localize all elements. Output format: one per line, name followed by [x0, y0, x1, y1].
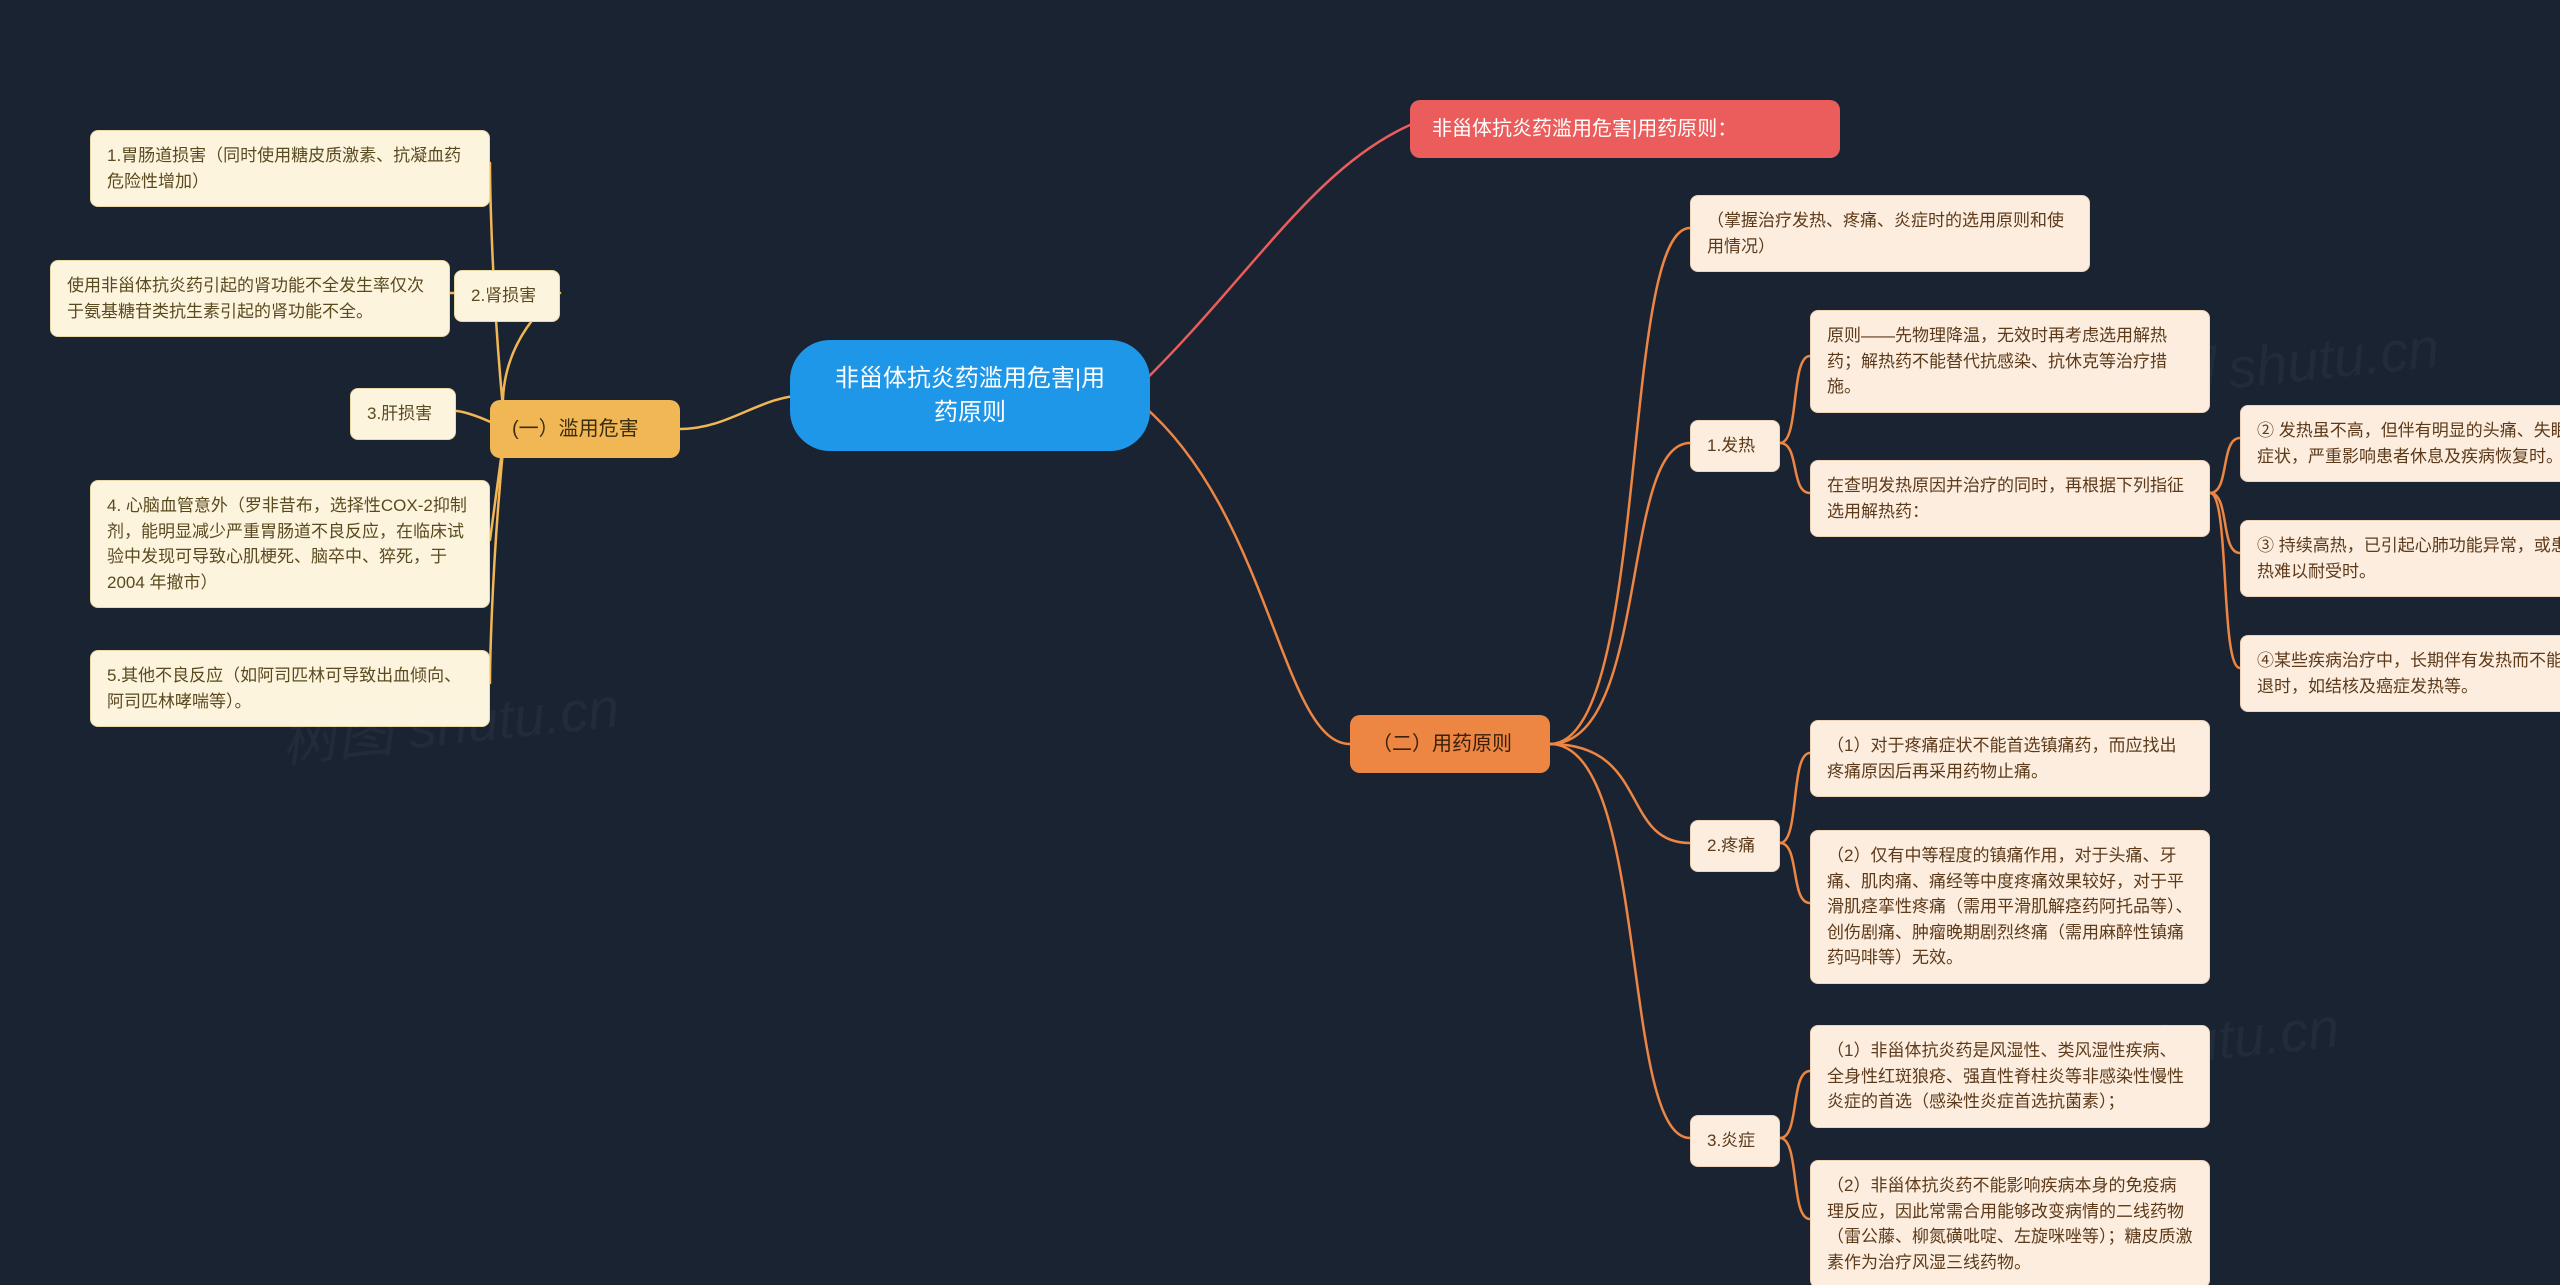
leaf-l2_1b2[interactable]: ② 发热虽不高，但伴有明显的头痛、失眠等相关症状，严重影响患者休息及疾病恢复时。	[2240, 405, 2560, 482]
leaf-l1e[interactable]: 5.其他不良反应（如阿司匹林可导致出血倾向、阿司匹林哮喘等）。	[90, 650, 490, 727]
leaf-l1b_detail[interactable]: 使用非甾体抗炎药引起的肾功能不全发生率仅次于氨基糖苷类抗生素引起的肾功能不全。	[50, 260, 450, 337]
category-1[interactable]: (一）滥用危害	[490, 400, 680, 458]
leaf-l2_2[interactable]: 2.疼痛	[1690, 820, 1780, 872]
leaf-l2_2b[interactable]: （2）仅有中等程度的镇痛作用，对于头痛、牙痛、肌肉痛、痛经等中度疼痛效果较好，对…	[1810, 830, 2210, 984]
edge-cat1-l1e	[490, 429, 505, 683]
edge-root-cat2	[1130, 395, 1350, 744]
leaf-l2_3a[interactable]: （1）非甾体抗炎药是风湿性、类风湿性疾病、全身性红斑狼疮、强直性脊柱炎等非感染性…	[1810, 1025, 2210, 1128]
edge-cat2-l2_1	[1550, 443, 1690, 744]
edge-l2_1-l2_1a	[1780, 356, 1810, 443]
leaf-l2_3[interactable]: 3.炎症	[1690, 1115, 1780, 1167]
leaf-l1b[interactable]: 2.肾损害	[454, 270, 560, 322]
title-node[interactable]: 非甾体抗炎药滥用危害|用药原则：	[1410, 100, 1840, 158]
edge-cat2-l2_intro	[1550, 228, 1690, 744]
leaf-l2_1b3[interactable]: ③ 持续高热，已引起心肺功能异常，或患者对高热难以耐受时。	[2240, 520, 2560, 597]
edge-cat2-l2_3	[1550, 744, 1690, 1138]
edge-l2_1-l2_1b	[1780, 443, 1810, 493]
edge-l2_3-l2_3a	[1780, 1071, 1810, 1138]
mindmap-canvas: 非甾体抗炎药滥用危害|用药原则 非甾体抗炎药滥用危害|用药原则： (一）滥用危害 （二…	[0, 0, 2560, 1285]
leaf-l2_3b[interactable]: （2）非甾体抗炎药不能影响疾病本身的免疫病理反应，因此常需合用能够改变病情的二线…	[1810, 1160, 2210, 1285]
edge-root-cat1	[680, 395, 808, 429]
edge-l2_1b-l2_1b2	[2210, 438, 2240, 493]
edge-l2_2-l2_2a	[1780, 753, 1810, 843]
edge-l2_1b-l2_1b3	[2210, 493, 2240, 553]
edge-l2_3-l2_3b	[1780, 1138, 1810, 1219]
leaf-l1c[interactable]: 3.肝损害	[350, 388, 456, 440]
leaf-l2_1b4[interactable]: ④某些疾病治疗中，长期伴有发热而不能自行减退时，如结核及癌症发热等。	[2240, 635, 2560, 712]
root-node[interactable]: 非甾体抗炎药滥用危害|用药原则	[790, 340, 1150, 451]
category-2[interactable]: （二）用药原则	[1350, 715, 1550, 773]
leaf-l2_1a[interactable]: 原则——先物理降温，无效时再考虑选用解热药；解热药不能替代抗感染、抗休克等治疗措…	[1810, 310, 2210, 413]
leaf-l2_1b[interactable]: 在查明发热原因并治疗的同时，再根据下列指征选用解热药：	[1810, 460, 2210, 537]
edge-root-title	[1130, 125, 1410, 395]
leaf-l2_2a[interactable]: （1）对于疼痛症状不能首选镇痛药，而应找出疼痛原因后再采用药物止痛。	[1810, 720, 2210, 797]
leaf-l2_intro[interactable]: （掌握治疗发热、疼痛、炎症时的选用原则和使用情况）	[1690, 195, 2090, 272]
edge-l2_1b-l2_1b4	[2210, 493, 2240, 668]
edge-cat2-l2_2	[1550, 744, 1690, 843]
edge-l2_2-l2_2b	[1780, 843, 1810, 903]
leaf-l1a[interactable]: 1.胃肠道损害（同时使用糖皮质激素、抗凝血药危险性增加）	[90, 130, 490, 207]
leaf-l1d[interactable]: 4. 心脑血管意外（罗非昔布，选择性COX-2抑制剂，能明显减少严重胃肠道不良反…	[90, 480, 490, 608]
leaf-l2_1[interactable]: 1.发热	[1690, 420, 1780, 472]
